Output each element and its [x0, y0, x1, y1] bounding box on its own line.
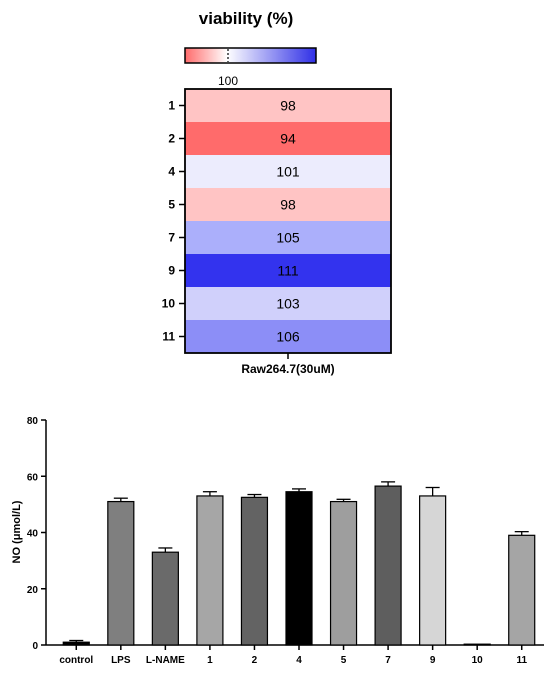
x-tick-label: control [59, 655, 93, 666]
bar-axes: 0 20 40 60 80 control LPS L-NAME 1 2 4 5 7 9 10 11 [27, 416, 544, 666]
bar [62, 641, 90, 646]
heatmap-cell-value: 94 [280, 131, 296, 147]
bar [151, 551, 179, 646]
bar [329, 500, 358, 646]
heatmap-row-label: 5 [168, 198, 175, 212]
bar [374, 485, 402, 646]
heatmap-column-label: Raw264.7(30uM) [241, 362, 334, 376]
x-tick-label: 11 [516, 655, 527, 666]
heatmap-cell [185, 188, 391, 221]
y-tick-label: 40 [27, 529, 39, 540]
x-tick-label: 7 [385, 655, 391, 666]
heatmap-cell-value: 103 [276, 296, 300, 312]
x-tick-label: 2 [252, 655, 258, 666]
bar [463, 643, 491, 646]
colorbar-tick-label: 100 [218, 74, 238, 88]
heatmap-row-label: 4 [168, 165, 175, 179]
bar [196, 495, 224, 646]
x-tick-label: LPS [111, 655, 131, 666]
viability-heatmap: viability (%) 100 98 1 94 2 101 4 98 5 105 7 111 9 1… [162, 9, 392, 376]
x-tick-label: 10 [472, 655, 484, 666]
heatmap-cell-value: 98 [280, 98, 296, 114]
heatmap-title: viability (%) [199, 9, 293, 28]
heatmap-cell [185, 320, 391, 353]
heatmap-row-label: 9 [168, 264, 175, 278]
x-tick-label: L-NAME [146, 655, 185, 666]
heatmap-rows: 98 1 94 2 101 4 98 5 105 7 111 9 103 10 106 11 [162, 89, 391, 353]
heatmap-row-label: 11 [162, 330, 175, 344]
heatmap-cell-value: 106 [276, 329, 300, 345]
heatmap-cell-value: 98 [280, 197, 296, 213]
heatmap-cell [185, 254, 391, 287]
heatmap-cell-value: 105 [276, 230, 300, 246]
x-tick-label: 5 [341, 655, 347, 666]
bar [419, 495, 447, 646]
heatmap-cell-value: 101 [276, 164, 300, 180]
x-tick-label: 4 [296, 655, 302, 666]
y-axis-label: NO (μmol/L) [11, 500, 23, 563]
heatmap-row-label: 2 [168, 132, 175, 146]
bar [285, 491, 313, 646]
heatmap-cell [185, 287, 391, 320]
no-bar-chart: 0 20 40 60 80 control LPS L-NAME 1 2 4 5 7 9 10 11 NO (… [11, 416, 544, 666]
heatmap-cell [185, 155, 391, 188]
y-tick-label: 20 [27, 585, 39, 596]
heatmap-row-label: 10 [162, 297, 176, 311]
heatmap-cell [185, 89, 391, 122]
heatmap-cell-value: 111 [277, 263, 298, 279]
bar [107, 500, 135, 646]
x-tick-label: 9 [430, 655, 436, 666]
bar [508, 534, 536, 646]
x-tick-label: 1 [207, 655, 213, 666]
heatmap-cell [185, 122, 391, 155]
bars [62, 481, 536, 646]
colorbar [184, 47, 317, 64]
bar [240, 496, 269, 646]
heatmap-row-label: 1 [168, 99, 175, 113]
y-tick-label: 0 [32, 641, 38, 652]
y-tick-label: 80 [27, 416, 39, 427]
heatmap-row-label: 7 [168, 231, 175, 245]
y-tick-label: 60 [27, 472, 39, 483]
heatmap-cell [185, 221, 391, 254]
